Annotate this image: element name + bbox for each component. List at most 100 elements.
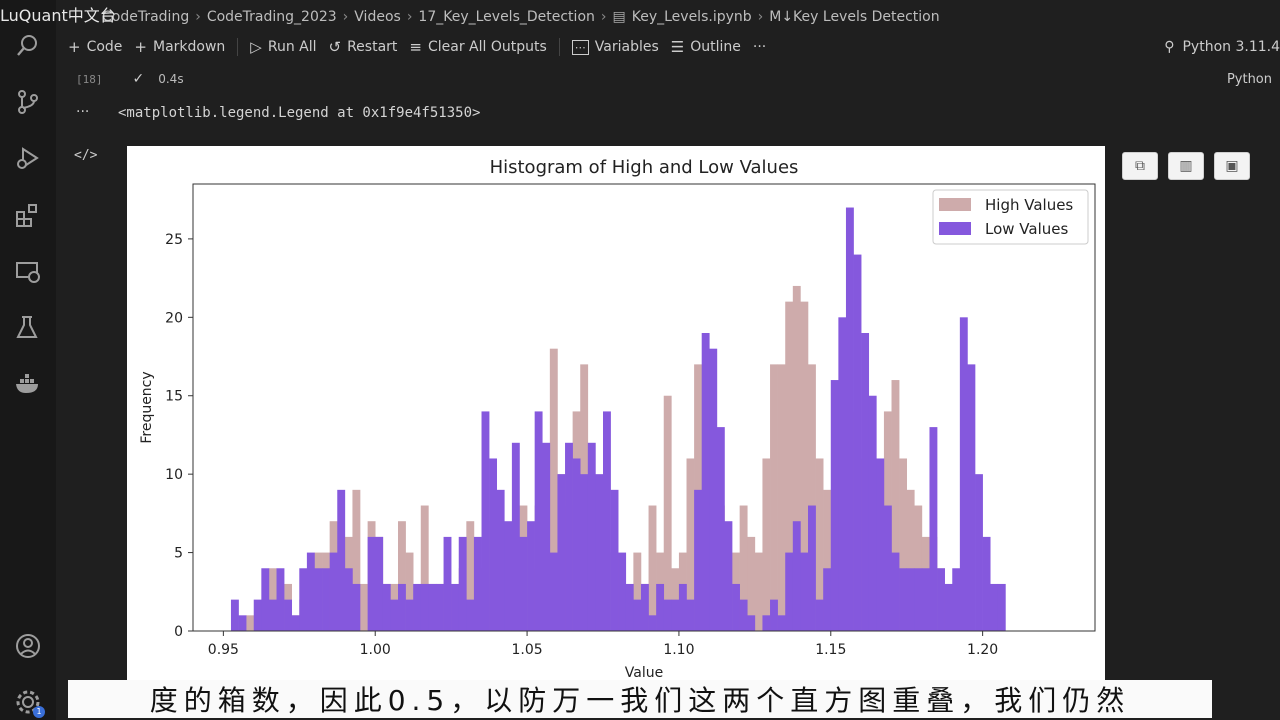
- y-tick-label: 10: [165, 467, 183, 483]
- legend-swatch: [939, 198, 971, 211]
- histogram-bar: [671, 599, 680, 631]
- copy-image-button[interactable]: ⧉: [1122, 152, 1158, 180]
- histogram-bar: [845, 207, 854, 632]
- histogram-bar: [420, 505, 429, 631]
- open-plot-viewer-button[interactable]: ▥: [1168, 152, 1204, 180]
- histogram-bar: [808, 505, 816, 631]
- histogram-bar: [640, 583, 649, 631]
- histogram-bar: [678, 583, 687, 631]
- outline-button[interactable]: ☰ Outline: [670, 38, 741, 56]
- histogram-bar: [549, 552, 558, 631]
- histogram-bar: [527, 521, 535, 631]
- y-tick-label: 25: [165, 232, 183, 248]
- add-markdown-button[interactable]: + Markdown: [134, 38, 226, 56]
- histogram-bar: [413, 583, 422, 631]
- legend: [932, 189, 1089, 245]
- plot-output: 0.95 1.00 1.05 1.10 1.15 1.20 0 5 10 15 20 25 Histog…: [127, 146, 1105, 680]
- histogram-bar: [352, 583, 361, 631]
- histogram-bar: [360, 583, 368, 631]
- restart-icon: ↺: [328, 38, 342, 56]
- histogram-bar: [686, 599, 695, 631]
- extensions-icon[interactable]: [14, 202, 42, 230]
- more-actions-button[interactable]: ···: [752, 39, 767, 55]
- variables-button[interactable]: ⋯ Variables: [571, 39, 659, 55]
- breadcrumb-item[interactable]: CodeTrading: [102, 9, 190, 25]
- histogram-bar: [329, 552, 338, 631]
- histogram-bar: [967, 364, 976, 631]
- histogram-bar: [648, 505, 657, 631]
- kernel-picker[interactable]: ⚲ Python 3.11.4: [1164, 34, 1280, 60]
- histogram-bar: [572, 458, 581, 631]
- histogram-bar: [694, 489, 703, 631]
- testing-icon[interactable]: [14, 314, 42, 342]
- clear-all-icon: ≡: [409, 38, 422, 56]
- search-icon[interactable]: [14, 32, 42, 60]
- histogram-bar: [997, 583, 1006, 631]
- histogram-bar: [511, 442, 520, 631]
- clear-outputs-button[interactable]: ≡ Clear All Outputs: [409, 38, 547, 56]
- save-image-button[interactable]: ▣: [1214, 152, 1250, 180]
- chevron-right-icon: ›: [757, 9, 764, 25]
- histogram-bar: [952, 568, 961, 631]
- histogram-bar: [701, 333, 710, 631]
- account-icon[interactable]: [14, 632, 42, 660]
- plot-actions: ⧉ ▥ ▣: [1122, 152, 1250, 180]
- histogram-bar: [458, 536, 467, 631]
- histogram-bar: [792, 521, 801, 631]
- histogram-bar: [891, 380, 900, 631]
- histogram-bar: [914, 568, 923, 631]
- histogram-bar: [959, 317, 968, 631]
- breadcrumb-item[interactable]: CodeTrading_2023: [206, 9, 337, 25]
- remote-explorer-icon[interactable]: [14, 258, 42, 286]
- run-all-button[interactable]: ▷ Run All: [250, 38, 317, 56]
- histogram-bar: [618, 552, 627, 631]
- histogram-bar: [853, 254, 862, 631]
- toolbar-divider: [558, 38, 560, 56]
- histogram-bar: [777, 364, 786, 631]
- histogram-bar: [868, 395, 877, 631]
- histogram-bar: [405, 599, 414, 631]
- output-renderer-icon[interactable]: </>: [74, 148, 98, 163]
- histogram-bar: [466, 521, 475, 631]
- histogram-bar: [390, 599, 399, 631]
- histogram-bar: [405, 552, 414, 631]
- notebook-icon: ▤: [612, 9, 626, 25]
- histogram-bar: [792, 285, 801, 631]
- histogram-bar: [246, 615, 255, 631]
- breadcrumb-item[interactable]: 17_Key_Levels_Detection: [418, 9, 595, 25]
- histogram-bar: [337, 489, 346, 631]
- histogram-bar: [762, 615, 771, 631]
- histogram-bar: [739, 505, 748, 631]
- histogram-bar: [906, 568, 915, 631]
- restart-button[interactable]: ↺ Restart: [328, 38, 398, 56]
- histogram-bar: [861, 333, 870, 631]
- histogram-bar: [382, 583, 391, 631]
- histogram-bar: [466, 599, 475, 631]
- add-code-button[interactable]: + Code: [68, 38, 123, 56]
- breadcrumb-item[interactable]: Key_Levels.ipynb: [631, 9, 752, 25]
- histogram-bar: [443, 536, 452, 631]
- legend-label: Low Values: [985, 220, 1068, 238]
- settings-icon[interactable]: [14, 688, 42, 716]
- docker-icon[interactable]: [14, 370, 42, 398]
- histogram-bar: [838, 317, 847, 631]
- source-control-icon[interactable]: [14, 88, 42, 116]
- cell-language[interactable]: Python: [1226, 72, 1272, 87]
- histogram-bar: [489, 458, 498, 631]
- output-actions-icon[interactable]: ···: [76, 104, 90, 120]
- breadcrumb-item[interactable]: Videos: [354, 9, 401, 25]
- run-debug-icon[interactable]: [14, 144, 42, 172]
- plot-frame: [192, 183, 1096, 632]
- y-tick-label: 5: [174, 546, 183, 562]
- histogram-bar: [291, 615, 300, 631]
- y-tick-label: 20: [165, 310, 183, 326]
- histogram-bar: [519, 536, 528, 631]
- execution-time: 0.4s: [158, 72, 184, 86]
- histogram-bar: [686, 458, 695, 631]
- breadcrumb-item[interactable]: M↓Key Levels Detection: [769, 9, 940, 25]
- histogram-bar: [785, 301, 794, 631]
- x-tick-label: 1.10: [663, 642, 694, 658]
- histogram-bar: [633, 552, 642, 631]
- histogram-bar: [306, 552, 315, 631]
- histogram-bar: [276, 568, 285, 631]
